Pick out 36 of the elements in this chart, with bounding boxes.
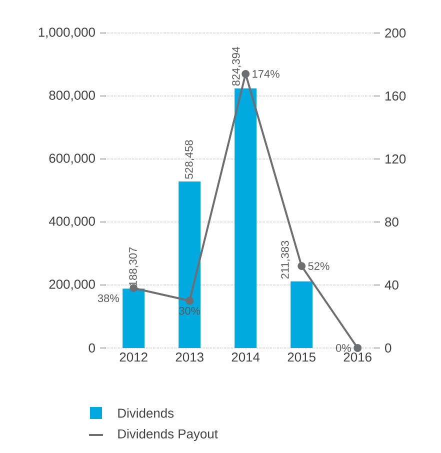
- y2-tick-label: 0: [385, 343, 392, 353]
- data-label: 0%: [336, 344, 351, 352]
- bar: [178, 182, 201, 348]
- legend-label: Dividends: [118, 408, 174, 418]
- y2-tick-label: 120: [386, 154, 406, 164]
- data-label: 52%: [308, 262, 330, 270]
- x-tick-label: 2015: [288, 352, 316, 362]
- y-tick-label: 1,000,000: [38, 28, 95, 38]
- x-tick-label: 2012: [120, 352, 148, 362]
- bar: [122, 288, 145, 348]
- point: [186, 296, 194, 305]
- data-label: 38%: [98, 294, 119, 302]
- y2-tick-label: 200: [385, 28, 406, 38]
- data-label: 528,458: [185, 140, 194, 179]
- x-tick-label: 2014: [232, 352, 260, 362]
- data-label: 188,307: [129, 247, 138, 286]
- data-label: 824,394: [232, 46, 242, 86]
- bar: [234, 88, 257, 348]
- point: [354, 344, 362, 352]
- x-tick-label: 2013: [176, 352, 204, 362]
- y-tick-label: 800,000: [49, 90, 95, 102]
- y2-tick-label: 40: [384, 280, 398, 290]
- data-label: 174%: [252, 70, 280, 78]
- y-tick-label: 0: [88, 343, 95, 353]
- x-tick-label: 2016: [344, 352, 372, 362]
- y-tick-label: 200,000: [49, 280, 95, 290]
- y2-tick-label: 80: [385, 217, 398, 227]
- legend-label: Dividends Payout: [118, 428, 218, 442]
- point: [242, 70, 250, 78]
- point: [298, 262, 306, 270]
- bar: [290, 281, 313, 348]
- data-label: 211,383: [281, 240, 290, 279]
- data-label: 30%: [179, 306, 200, 315]
- y2-tick-label: 160: [386, 91, 406, 101]
- y-tick-label: 600,000: [49, 154, 95, 164]
- y-tick-label: 400,000: [48, 216, 95, 228]
